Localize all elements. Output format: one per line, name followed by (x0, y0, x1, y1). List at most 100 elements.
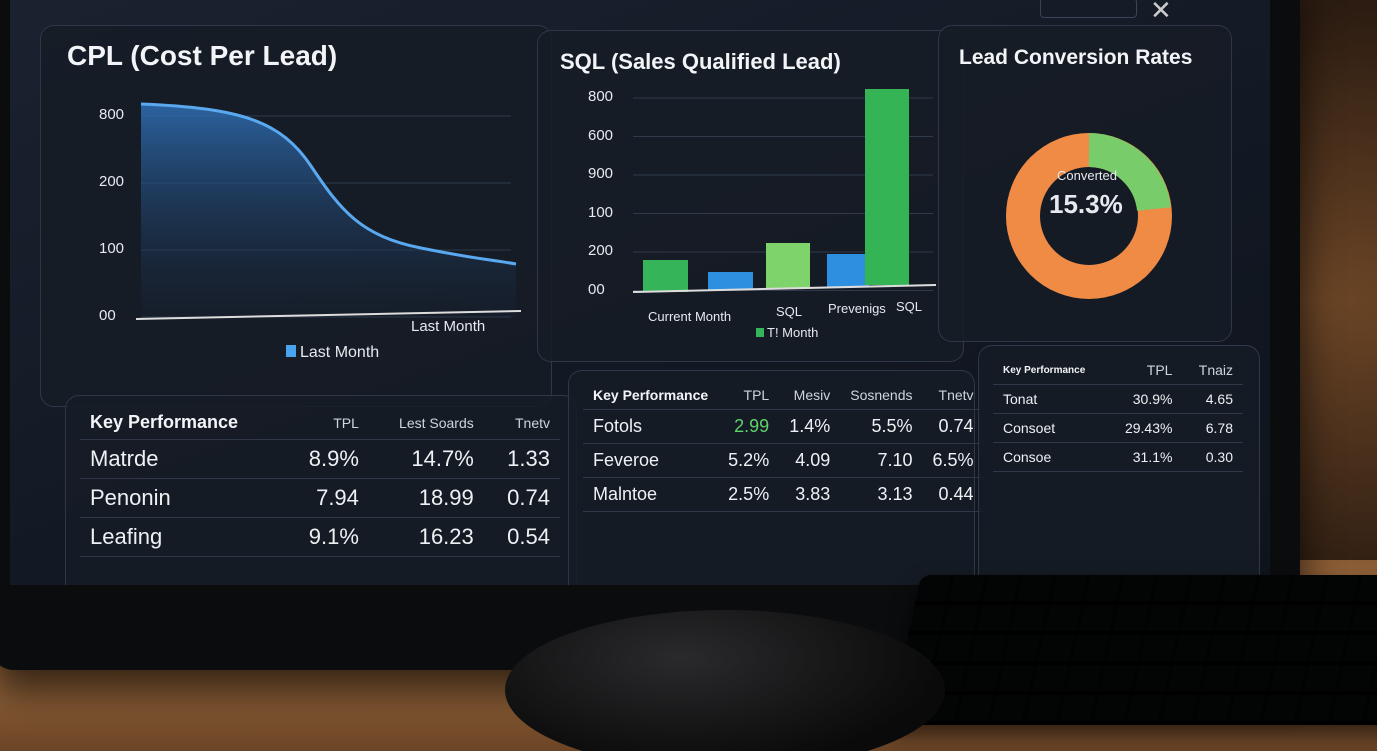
table-cell: 0.44 (922, 477, 984, 512)
donut-segment (1088, 133, 1171, 212)
column-header: Tnetv (922, 381, 984, 410)
table-cell: 8.9% (283, 439, 369, 479)
y-tick-label: 200 (99, 173, 125, 190)
bar (827, 254, 869, 287)
table-row: Malntoe 2.5% 3.83 3.13 0.44 (583, 477, 984, 512)
header-row: Key Performance TPL Mesiv Sosnends Tnetv (583, 381, 984, 410)
cpl-panel: CPL (Cost Per Lead) Last Month Last Mont… (40, 25, 552, 407)
x-tick-label: Prevenigs (828, 301, 886, 316)
table-row: Tonat 30.9% 4.65 (993, 384, 1243, 414)
x-tick-label: Current Month (648, 309, 732, 324)
table-cell: Penonin (80, 478, 284, 518)
close-icon[interactable]: ✕ (1150, 0, 1172, 25)
legend: Last Month (286, 344, 379, 362)
table-cell: 31.1% (1107, 442, 1183, 472)
table-row: Matrde 8.9% 14.7% 1.33 (80, 439, 560, 479)
table-cell: 3.83 (779, 477, 841, 512)
bar (766, 243, 810, 289)
conversion-panel: Lead Conversion Rates Converted 15.3% (938, 25, 1232, 342)
table-cell: 0.74 (922, 409, 984, 444)
table-cell: 16.23 (368, 517, 484, 557)
table-cell: 9.1% (283, 517, 369, 557)
data-table: Key Performance TPL Mesiv Sosnends Tnetv Foto… (583, 381, 984, 512)
screen: ✕ CPL (Cost Per Lead) Last Month Last Mo… (10, 0, 1270, 585)
bar (708, 272, 753, 290)
area (141, 104, 516, 318)
table-cell: 7.94 (283, 478, 369, 518)
table-cell: 3.13 (840, 477, 923, 512)
table-cell: Leafing (80, 517, 284, 557)
table-row: Leafing 9.1% 16.23 0.54 (80, 517, 560, 557)
table-title: Key Performance (583, 381, 719, 410)
y-tick-label: 100 (99, 240, 125, 257)
x-axis-label: Last Month (411, 318, 486, 335)
legend-label: T! Month (767, 325, 819, 340)
table-cell: 30.9% (1107, 384, 1183, 414)
table-row: Feveroe 5.2% 4.09 7.10 6.5% (583, 443, 984, 478)
table-panel: Key Performance TPL Tnaiz Tonat 30.9% 4.65 Con… (978, 345, 1260, 585)
bar (643, 260, 688, 292)
table-cell: Matrde (80, 439, 284, 479)
table-cell: 29.43% (1107, 413, 1183, 443)
center-label: Converted (1057, 168, 1117, 183)
legend-label: Last Month (300, 344, 380, 361)
center-value: 15.3% (1049, 189, 1123, 219)
table-title: Key Performance (993, 356, 1108, 385)
keyboard (889, 575, 1377, 725)
line (140, 102, 517, 266)
legend: T! Month (756, 325, 818, 340)
data-table: Key Performance TPL Tnaiz Tonat 30.9% 4.65 Con… (993, 356, 1243, 472)
table-cell: 5.5% (840, 409, 923, 444)
y-tick-label: 800 (588, 88, 614, 105)
table-panel: Key Performance TPL Lest Soards Tnetv Matrde… (65, 395, 577, 585)
table-cell: 2.5% (718, 477, 780, 512)
column-header: Tnaiz (1182, 356, 1243, 385)
table-cell: 4.65 (1182, 384, 1243, 414)
table-title: Key Performance (80, 406, 284, 440)
table-row: Fotols 2.99 1.4% 5.5% 0.74 (583, 409, 984, 444)
y-tick-label: 900 (588, 165, 614, 182)
y-tick-label: 100 (588, 203, 614, 221)
table-cell: Tonat (993, 384, 1108, 414)
table-row: Penonin 7.94 18.99 0.74 (80, 478, 560, 518)
table-cell: 0.74 (483, 478, 560, 518)
table-cell: 1.33 (483, 439, 560, 479)
cpl-chart (135, 102, 522, 320)
column-header: Tnetv (483, 406, 560, 440)
table-cell: 0.30 (1182, 442, 1243, 472)
table-cell: 2.99 (718, 409, 780, 444)
table-cell: 5.2% (718, 443, 780, 478)
y-tick-label: 00 (99, 307, 116, 324)
bar (865, 89, 909, 285)
table-cell: 4.09 (779, 443, 841, 478)
panel-title: SQL (Sales Qualified Lead) (560, 49, 841, 74)
table-row: Consoet 29.43% 6.78 (993, 413, 1243, 443)
legend-swatch (286, 345, 296, 357)
y-tick-label: 600 (588, 126, 614, 144)
table-cell: 1.4% (779, 409, 841, 444)
header-row: Key Performance TPL Lest Soards Tnetv (80, 406, 560, 440)
x-axis (632, 284, 937, 293)
table-cell: Fotols (583, 409, 719, 444)
y-tick-label: 00 (588, 280, 605, 298)
table-cell: Consoet (993, 413, 1108, 443)
table-panel: Key Performance TPL Mesiv Sosnends Tnetv Foto… (568, 370, 984, 585)
x-tick-label: SQL (896, 299, 923, 314)
table-cell: Feveroe (583, 443, 719, 478)
y-tick-label: 800 (99, 106, 125, 123)
top-button[interactable] (1040, 0, 1137, 18)
donut-ring (1006, 133, 1172, 299)
x-axis (135, 310, 522, 320)
panel-title: CPL (Cost Per Lead) (67, 40, 338, 71)
table-cell: 0.54 (483, 517, 560, 557)
table-cell: 7.10 (840, 443, 923, 478)
table-cell: Consoe (993, 442, 1108, 472)
table-cell: 14.7% (368, 439, 484, 479)
table-row: Consoe 31.1% 0.30 (993, 442, 1243, 472)
table-cell: Malntoe (583, 477, 719, 512)
table-cell: 18.99 (368, 478, 484, 518)
column-header: TPL (1107, 356, 1183, 385)
legend-swatch (756, 328, 764, 337)
column-header: Sosnends (840, 381, 923, 410)
